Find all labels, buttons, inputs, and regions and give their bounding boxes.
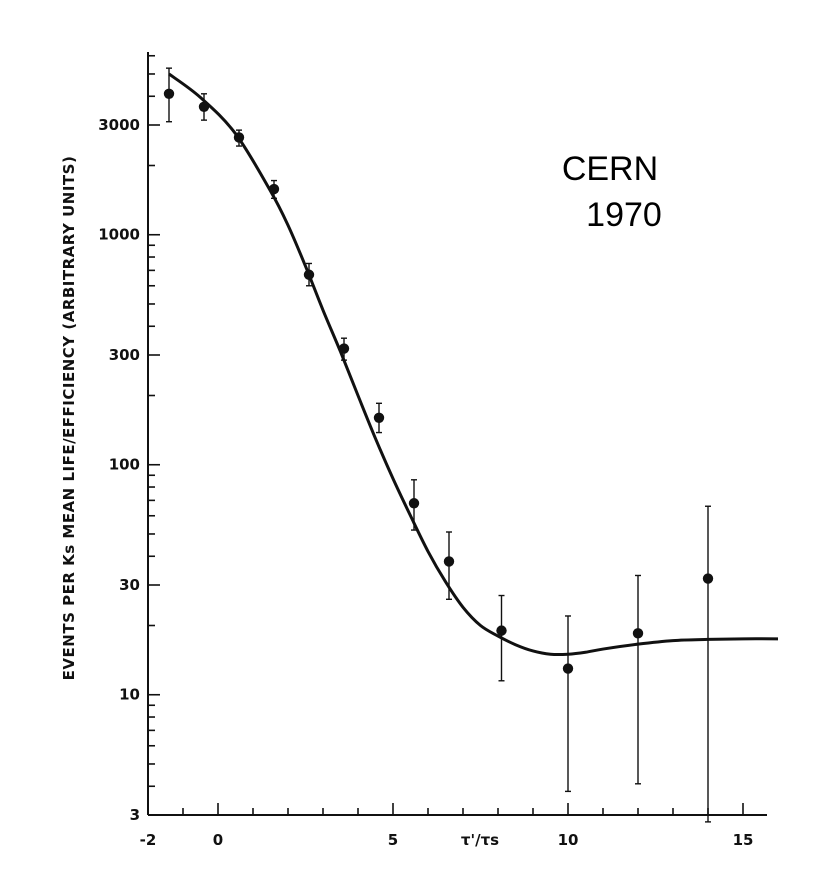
data-point (268, 183, 280, 195)
y-axis-label: EVENTS PER Ks MEAN LIFE/EFFICIENCY (ARBI… (60, 156, 78, 681)
data-point-group (632, 574, 644, 785)
axes (147, 52, 767, 816)
data-point-group (408, 479, 420, 531)
data-point-group (702, 505, 714, 823)
annotation-year: 1970 (586, 196, 662, 234)
y-tick-label: 3 (130, 806, 140, 824)
data-point-group (496, 594, 507, 682)
data-point-group (198, 93, 210, 121)
x-tick-label: 15 (733, 831, 754, 849)
x-tick-label: 0 (213, 831, 223, 849)
data-point-group (303, 262, 315, 287)
x-tick-label: -2 (140, 831, 157, 849)
y-tick-label: 1000 (98, 226, 140, 244)
data-point-group (562, 615, 574, 793)
data-point (496, 625, 507, 636)
fit-curve (168, 72, 779, 657)
x-tick-label: 5 (388, 831, 398, 849)
data-point (373, 412, 385, 423)
data-point (702, 573, 714, 584)
y-tick-label: 100 (109, 456, 140, 474)
x-tick-label: 10 (558, 831, 579, 849)
data-points-layer (163, 67, 714, 823)
annotation-lab: CERN (562, 150, 658, 188)
data-point (443, 556, 455, 567)
data-point-group (163, 67, 175, 123)
data-point-group (338, 337, 350, 361)
fitted-curve-layer (168, 72, 779, 657)
x-axis-label: τ'/τs (461, 831, 499, 849)
y-tick-label: 3000 (98, 116, 140, 134)
data-point-group (443, 531, 455, 600)
data-point (163, 88, 175, 99)
data-point (198, 101, 210, 112)
data-point (338, 343, 350, 354)
data-point (632, 628, 644, 639)
data-point-group (233, 129, 245, 147)
y-tick-label: 300 (109, 346, 140, 364)
y-tick-label: 30 (119, 576, 140, 594)
tick-labels: 3 10 30 100 300 1000 3000 -2 0 5 10 15 (98, 116, 753, 849)
y-tick-label: 10 (119, 686, 140, 704)
data-point (233, 132, 245, 143)
data-point (408, 498, 420, 509)
data-point (303, 269, 315, 280)
data-point-group (268, 179, 280, 200)
data-point-group (373, 402, 385, 434)
data-point (562, 663, 574, 674)
